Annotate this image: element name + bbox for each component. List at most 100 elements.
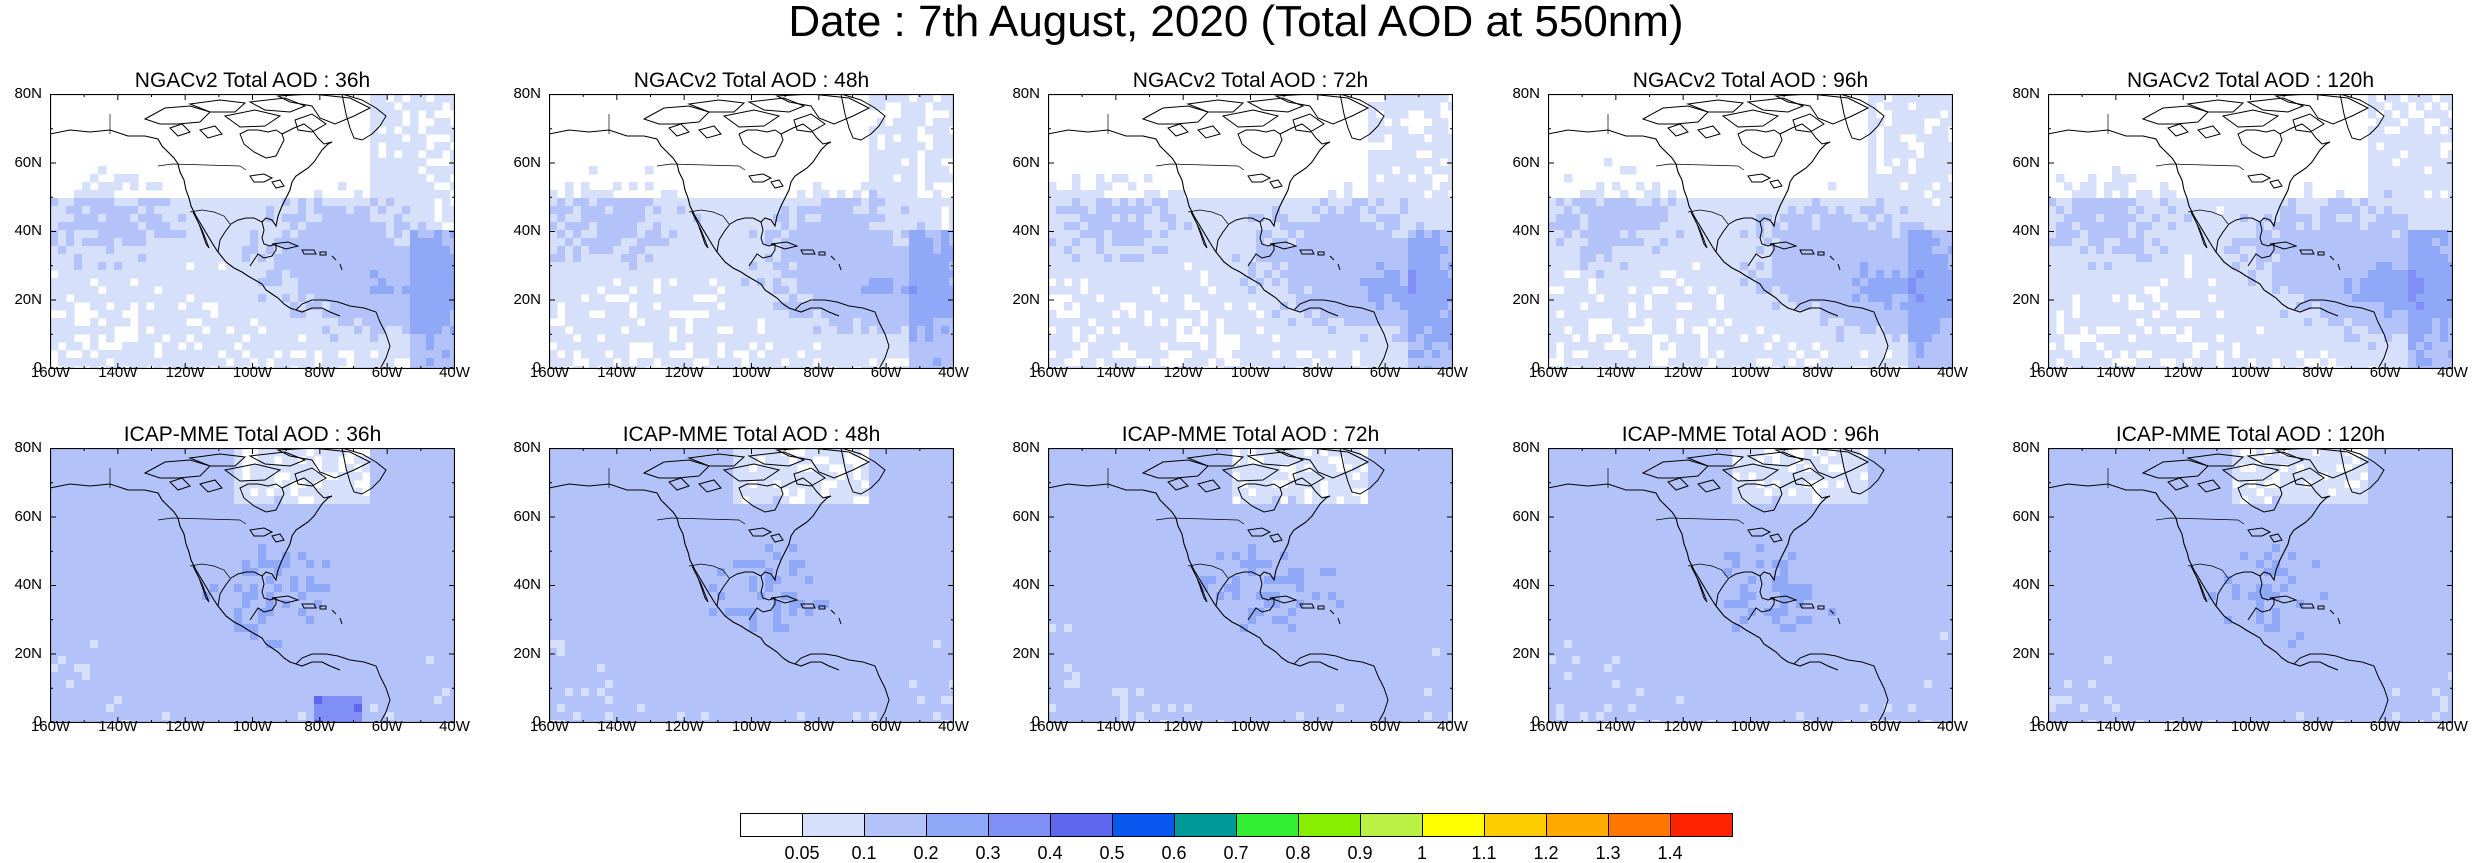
aod-cell bbox=[386, 174, 395, 183]
aod-cell bbox=[829, 342, 838, 351]
aod-cell bbox=[290, 294, 299, 303]
aod-cell bbox=[170, 206, 179, 215]
aod-cell bbox=[282, 318, 291, 327]
aod-cell bbox=[2112, 174, 2121, 183]
aod-cell bbox=[130, 182, 139, 191]
aod-cell bbox=[1144, 342, 1153, 351]
aod-cell bbox=[581, 286, 590, 295]
aod-cell bbox=[114, 270, 123, 279]
aod-cell bbox=[1652, 254, 1661, 263]
aod-cell bbox=[821, 286, 830, 295]
aod-cell bbox=[837, 198, 846, 207]
aod-cell bbox=[917, 254, 926, 263]
aod-cell bbox=[669, 342, 678, 351]
aod-cell bbox=[2088, 182, 2097, 191]
aod-cell bbox=[1248, 238, 1257, 247]
aod-cell bbox=[1328, 206, 1337, 215]
aod-cell bbox=[1804, 270, 1813, 279]
aod-cell bbox=[82, 350, 91, 359]
aod-cell bbox=[1112, 342, 1121, 351]
aod-cell bbox=[1408, 94, 1417, 103]
aod-cell bbox=[1564, 254, 1573, 263]
aod-cell bbox=[1716, 270, 1725, 279]
aod-cell bbox=[1788, 270, 1797, 279]
aod-cell bbox=[861, 254, 870, 263]
aod-cell bbox=[1916, 110, 1925, 119]
aod-cell bbox=[266, 342, 275, 351]
aod-cell bbox=[1192, 310, 1201, 319]
aod-cell bbox=[1724, 270, 1733, 279]
aod-cell bbox=[621, 246, 630, 255]
aod-cell bbox=[781, 278, 790, 287]
aod-cell bbox=[1636, 278, 1645, 287]
aod-cell bbox=[661, 302, 670, 311]
aod-cell bbox=[885, 174, 894, 183]
aod-cell bbox=[146, 270, 155, 279]
aod-cell bbox=[202, 310, 211, 319]
aod-cell bbox=[74, 190, 83, 199]
aod-cell bbox=[1376, 270, 1385, 279]
aod-cell bbox=[1344, 190, 1353, 199]
aod-cell bbox=[845, 318, 854, 327]
aod-cell bbox=[613, 270, 622, 279]
aod-cell bbox=[1668, 310, 1677, 319]
aod-cell bbox=[837, 238, 846, 247]
aod-cell bbox=[298, 206, 307, 215]
aod-cell bbox=[1732, 342, 1741, 351]
aod-cell bbox=[549, 310, 558, 319]
aod-cell bbox=[1304, 326, 1313, 335]
aod-cell bbox=[162, 238, 171, 247]
aod-cell bbox=[1280, 318, 1289, 327]
aod-cell bbox=[1844, 230, 1853, 239]
aod-cell bbox=[845, 222, 854, 231]
aod-cell bbox=[306, 334, 315, 343]
aod-cell bbox=[1908, 294, 1917, 303]
aod-cell bbox=[1852, 278, 1861, 287]
aod-cell bbox=[1620, 166, 1629, 175]
aod-cell bbox=[1184, 342, 1193, 351]
aod-cell bbox=[1868, 214, 1877, 223]
aod-cell bbox=[1844, 310, 1853, 319]
aod-cell bbox=[1676, 294, 1685, 303]
aod-cell bbox=[298, 230, 307, 239]
aod-cell bbox=[74, 254, 83, 263]
aod-cell bbox=[605, 230, 614, 239]
aod-cell bbox=[1628, 238, 1637, 247]
aod-cell bbox=[1732, 278, 1741, 287]
aod-cell bbox=[1812, 238, 1821, 247]
aod-cell bbox=[2408, 126, 2417, 135]
aod-cell bbox=[1604, 278, 1613, 287]
aod-cell bbox=[1392, 214, 1401, 223]
aod-cell bbox=[370, 198, 379, 207]
aod-cell bbox=[234, 230, 243, 239]
aod-cell bbox=[1096, 174, 1105, 183]
aod-cell bbox=[1208, 222, 1217, 231]
aod-cell bbox=[1440, 150, 1449, 159]
aod-cell bbox=[2408, 134, 2417, 143]
aod-cell bbox=[797, 214, 806, 223]
aod-cell bbox=[1868, 318, 1877, 327]
aod-cell bbox=[1652, 222, 1661, 231]
aod-cell bbox=[1048, 342, 1057, 351]
aod-cell bbox=[941, 198, 950, 207]
aod-cell bbox=[1924, 102, 1933, 111]
aod-cell bbox=[1096, 302, 1105, 311]
aod-cell bbox=[1080, 262, 1089, 271]
aod-cell bbox=[1556, 302, 1565, 311]
aod-cell bbox=[386, 134, 395, 143]
aod-cell bbox=[1876, 334, 1885, 343]
aod-cell bbox=[1940, 150, 1949, 159]
aod-cell bbox=[1884, 262, 1893, 271]
aod-cell bbox=[2384, 110, 2393, 119]
aod-cell bbox=[1820, 334, 1829, 343]
aod-cell bbox=[258, 198, 267, 207]
aod-cell bbox=[106, 318, 115, 327]
aod-cell bbox=[1328, 270, 1337, 279]
aod-cell bbox=[306, 254, 315, 263]
aod-cell bbox=[1676, 198, 1685, 207]
aod-cell bbox=[1328, 334, 1337, 343]
aod-cell bbox=[218, 270, 227, 279]
aod-cell bbox=[162, 214, 171, 223]
aod-cell bbox=[885, 182, 894, 191]
aod-cell bbox=[1868, 334, 1877, 343]
